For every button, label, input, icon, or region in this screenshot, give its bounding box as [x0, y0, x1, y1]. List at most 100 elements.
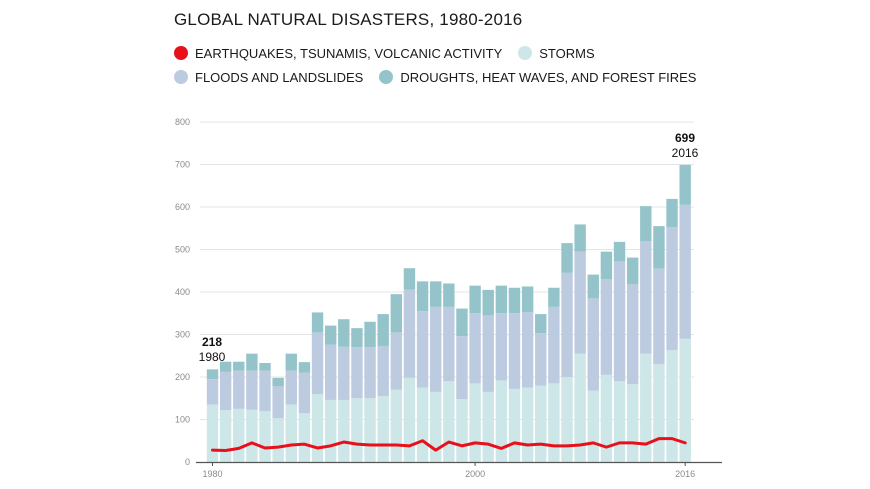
bar-segment-floods: [640, 241, 652, 354]
bar-segment-floods: [456, 336, 468, 400]
bar-segment-storms: [469, 383, 481, 463]
bar-segment-floods: [219, 371, 232, 411]
y-tick-label: 100: [175, 415, 190, 425]
bar-segment-droughts: [298, 362, 311, 373]
bar-segment-droughts: [653, 226, 665, 269]
legend-swatch-earthquakes: [174, 46, 188, 60]
x-axis: 1980 2000 2016: [196, 461, 722, 479]
bar-segment-storms: [574, 353, 586, 463]
bar-segment-floods: [298, 372, 311, 414]
bar-segment-floods: [548, 306, 560, 384]
bar-segment-floods: [311, 332, 324, 395]
bar-segment-floods: [482, 315, 494, 392]
bars: [206, 164, 691, 463]
legend: EARTHQUAKES, TSUNAMIS, VOLCANIC ACTIVITY…: [174, 41, 774, 89]
bar-segment-floods: [443, 306, 455, 382]
bar-segment-storms: [561, 377, 573, 462]
bar-segment-droughts: [469, 285, 481, 314]
bar-segment-droughts: [626, 257, 639, 285]
legend-swatch-droughts: [379, 70, 394, 84]
y-tick-label: 300: [175, 330, 190, 340]
bar-segment-droughts: [324, 325, 337, 345]
y-tick-label: 400: [175, 287, 190, 297]
bar-segment-floods: [521, 311, 534, 388]
bar-segment-storms: [456, 399, 468, 462]
legend-item-floods: FLOODS AND LANDSLIDES: [174, 70, 363, 85]
bar-segment-droughts: [259, 362, 271, 371]
bar-segment-droughts: [430, 281, 442, 307]
bar-segment-floods: [351, 347, 363, 399]
bar-segment-storms: [600, 374, 613, 463]
legend-row-1: EARTHQUAKES, TSUNAMIS, VOLCANIC ACTIVITY…: [174, 41, 774, 65]
bar-segment-storms: [298, 413, 311, 463]
y-tick-label: 0: [185, 457, 190, 467]
bar-segment-floods: [403, 289, 416, 378]
bar-segment-droughts: [416, 281, 429, 312]
bar-segment-floods: [338, 346, 350, 400]
legend-item-storms: STORMS: [518, 45, 595, 61]
bar-segment-floods: [495, 313, 508, 381]
bar-segment-floods: [285, 370, 297, 405]
annotation-end-value: 699: [675, 131, 695, 145]
bar-segment-droughts: [219, 361, 232, 372]
bar-segment-droughts: [285, 353, 297, 371]
y-tick-label: 500: [175, 245, 190, 255]
bar-segment-floods: [561, 272, 573, 378]
bar-segment-storms: [324, 399, 337, 462]
bar-segment-floods: [246, 370, 258, 410]
bar-segment-droughts: [443, 283, 455, 307]
bar-segment-floods: [535, 333, 547, 386]
bar-segment-floods: [574, 251, 586, 354]
legend-label-storms: STORMS: [539, 45, 595, 61]
bar-segment-storms: [403, 377, 416, 462]
bar-segment-storms: [666, 350, 678, 462]
bar-segment-droughts: [351, 328, 363, 348]
bar-segment-floods: [364, 347, 376, 399]
bar-segment-droughts: [403, 268, 416, 290]
bar-segment-floods: [416, 311, 429, 388]
bar-segment-droughts: [600, 251, 613, 280]
bar-segment-droughts: [482, 289, 494, 316]
bar-segment-floods: [666, 226, 678, 351]
y-tick-label: 700: [175, 160, 190, 170]
bar-segment-storms: [351, 398, 363, 462]
bar-segment-storms: [548, 383, 560, 463]
bar-segment-droughts: [456, 308, 468, 337]
bar-segment-storms: [364, 398, 376, 462]
bar-segment-storms: [626, 384, 639, 462]
bar-segment-storms: [377, 396, 389, 463]
bar-segment-storms: [679, 338, 691, 462]
legend-label-earthquakes: EARTHQUAKES, TSUNAMIS, VOLCANIC ACTIVITY: [195, 45, 503, 61]
bar-segment-floods: [430, 306, 442, 392]
legend-row-2: FLOODS AND LANDSLIDES DROUGHTS, HEAT WAV…: [174, 65, 774, 89]
bar-segment-storms: [233, 408, 245, 463]
bar-segment-droughts: [574, 224, 586, 252]
bar-segment-droughts: [521, 286, 534, 312]
bar-segment-storms: [587, 390, 599, 462]
bar-segment-floods: [653, 268, 665, 365]
bar-segment-droughts: [666, 198, 678, 227]
y-axis: 0 100 200 300 400 500 600 700 800: [175, 117, 190, 467]
bar-segment-droughts: [495, 285, 508, 314]
bar-segment-floods: [613, 261, 626, 382]
bar-segment-storms: [653, 364, 665, 462]
legend-swatch-floods: [174, 70, 188, 84]
bar-segment-floods: [272, 386, 284, 419]
bar-segment-droughts: [311, 312, 324, 333]
bar-segment-storms: [285, 404, 297, 463]
chart-title: GLOBAL NATURAL DISASTERS, 1980-2016: [174, 10, 523, 29]
y-tick-label: 200: [175, 372, 190, 382]
annotation-start-year: 1980: [199, 350, 226, 364]
bar-segment-droughts: [561, 243, 573, 273]
bar-segment-storms: [206, 404, 219, 463]
bar-segment-storms: [416, 387, 429, 463]
bar-segment-storms: [311, 394, 324, 462]
bar-segment-floods: [469, 313, 481, 384]
annotations: 218 1980 699 2016: [199, 131, 699, 364]
bar-segment-storms: [508, 388, 521, 462]
x-tick-label: 2000: [465, 469, 485, 479]
bar-segment-floods: [626, 284, 639, 385]
bar-segment-floods: [587, 298, 599, 391]
bar-segment-droughts: [640, 206, 652, 241]
y-tick-label: 600: [175, 202, 190, 212]
